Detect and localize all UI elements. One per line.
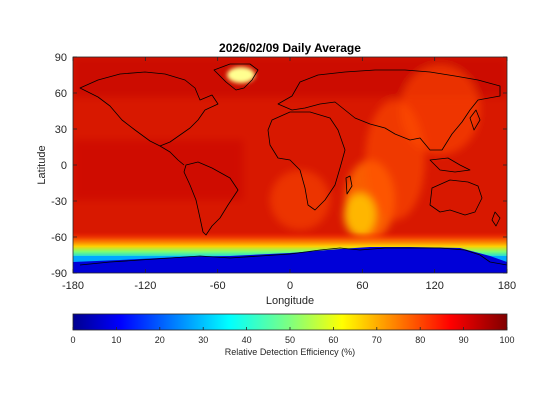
colorbar-tick-label: 0: [70, 335, 75, 345]
chart-title: 2026/02/09 Daily Average: [219, 41, 361, 55]
colorbar-label: Relative Detection Efficiency (%): [225, 347, 355, 357]
eurasia-coast: [277, 69, 501, 151]
x-tick-label: 120: [425, 280, 443, 292]
madagascar-coast: [345, 175, 353, 195]
coastlines: [79, 63, 507, 266]
x-tick-label: -120: [134, 280, 156, 292]
efficiency-field: [73, 57, 507, 273]
x-tick-label: 60: [356, 280, 368, 292]
colorbar-ticks: 0 10 20 30 40 50 60 70 80 90 100: [70, 327, 515, 345]
y-axis-label: Latitude: [36, 145, 48, 184]
x-axis-ticks: -180 -120 -60 0 60 120 180: [62, 57, 516, 292]
greenland-bright-spot: [227, 67, 255, 83]
central-america-coast: [159, 145, 185, 166]
colorbar-tick-label: 80: [415, 335, 425, 345]
y-tick-label: 30: [55, 124, 67, 136]
y-tick-label: -30: [51, 196, 67, 208]
colorbar-tick-label: 20: [155, 335, 165, 345]
colorbar-tick-label: 30: [198, 335, 208, 345]
australia-coast: [429, 179, 483, 216]
colorbar-tick-label: 40: [242, 335, 252, 345]
colorbar-tick-label: 10: [111, 335, 121, 345]
x-tick-label: 180: [498, 280, 516, 292]
field-variations: [73, 57, 507, 240]
new-zealand-coast: [491, 211, 501, 227]
y-tick-label: 60: [55, 88, 67, 100]
y-tick-label: 90: [55, 52, 67, 64]
colorbar-tick-label: 60: [328, 335, 338, 345]
north-america-coast: [79, 71, 219, 147]
y-tick-label: -60: [51, 232, 67, 244]
colorbar-tick-label: 70: [372, 335, 382, 345]
greenland-coast: [213, 63, 259, 91]
colorbar-tick-label: 90: [459, 335, 469, 345]
colorbar-tick-label: 50: [285, 335, 295, 345]
south-polar-cap: [73, 247, 507, 273]
maritime-asia-coast: [429, 157, 471, 173]
y-tick-label: 0: [61, 160, 67, 172]
antarctica-coast: [79, 247, 507, 266]
x-tick-label: -180: [62, 280, 84, 292]
japan-coast: [469, 109, 481, 131]
x-tick-label: 0: [287, 280, 293, 292]
y-axis-ticks: 90 60 30 0 -30 -60 -90: [51, 52, 507, 280]
africa-coast: [267, 111, 346, 211]
south-america-coast: [183, 161, 239, 236]
colorbar-tick-label: 100: [499, 335, 514, 345]
y-tick-label: -90: [51, 268, 67, 280]
x-axis-label: Longitude: [266, 295, 314, 307]
x-tick-label: -60: [210, 280, 226, 292]
